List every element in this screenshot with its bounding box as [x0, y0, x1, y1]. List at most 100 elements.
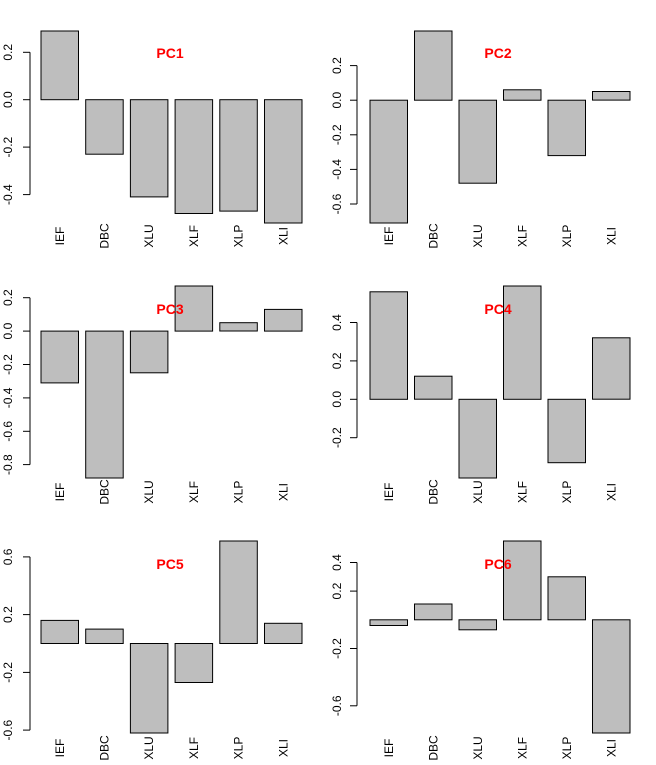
- bar-pc3-xlp: [219, 322, 258, 332]
- bar-pc1-xli: [264, 99, 303, 224]
- bar-pc6-xlu: [458, 619, 497, 631]
- bar-pc5-dbc: [85, 628, 124, 644]
- category-label: DBC: [426, 223, 440, 249]
- bar-pc2-xli: [592, 91, 631, 101]
- bar-pc1-xlu: [129, 99, 169, 198]
- category-label: XLI: [604, 483, 618, 501]
- bar-pc1-xlp: [219, 99, 258, 212]
- bar-pc1-dbc: [85, 99, 124, 155]
- category-label: XLU: [142, 480, 156, 503]
- y-tick-label: -0.6: [1, 719, 15, 740]
- bar-pc6-dbc: [414, 603, 453, 621]
- panel-pc6: IEF DBC XLU XLF XLP XLI 0.4 0.2 -0.2 -0.6 PC6: [330, 540, 631, 761]
- y-tick-label: 0.0: [330, 92, 344, 109]
- panel-title: PC6: [484, 556, 511, 572]
- bar-pc5-xli: [264, 622, 303, 644]
- panel-pc4: IEF DBC XLU XLF XLP XLI 0.4 0.2 0.0 -0.2 PC4: [330, 285, 631, 505]
- bar-pc3-xlu: [129, 330, 169, 374]
- panel-pc5: IEF DBC XLU XLF XLP XLI 0.6 0.2 -0.2 -0.6 PC5: [1, 540, 303, 761]
- panel-title: PC4: [484, 301, 511, 317]
- y-tick-label: -0.2: [1, 354, 15, 375]
- bar-pc5-xlf: [174, 643, 214, 683]
- y-tick-label: -0.6: [330, 695, 344, 716]
- category-label: XLP: [560, 737, 574, 760]
- y-tick-label: 0.4: [330, 554, 344, 571]
- category-label: XLP: [560, 225, 574, 248]
- bar-pc4-xli: [592, 337, 631, 400]
- y-tick-label: -0.8: [1, 454, 15, 475]
- bar-pc1-ief: [40, 30, 79, 101]
- category-label: DBC: [98, 223, 112, 249]
- category-label: DBC: [426, 479, 440, 505]
- category-label: IEF: [53, 739, 67, 758]
- category-label: XLI: [276, 739, 290, 757]
- y-tick-label: -0.2: [330, 427, 344, 448]
- y-tick-label: -0.4: [1, 387, 15, 408]
- category-label: XLF: [515, 737, 529, 759]
- y-tick-label: 0.0: [1, 322, 15, 339]
- category-label: IEF: [382, 483, 396, 502]
- bar-pc4-xlf: [503, 285, 542, 400]
- panel-title: PC1: [156, 45, 183, 61]
- y-tick-label: -0.6: [330, 193, 344, 214]
- bar-pc4-dbc: [414, 375, 453, 400]
- category-label: DBC: [98, 479, 112, 505]
- y-tick-label: 0.0: [330, 391, 344, 408]
- category-label: XLU: [142, 224, 156, 247]
- bar-pc3-ief: [40, 330, 79, 384]
- y-tick-label: 0.2: [1, 289, 15, 306]
- category-label: IEF: [382, 739, 396, 758]
- bar-pc2-xlp: [547, 99, 586, 157]
- bar-pc6-xlf: [503, 540, 542, 621]
- category-label: XLP: [560, 481, 574, 504]
- y-tick-label: -0.4: [1, 184, 15, 205]
- category-label: XLF: [187, 737, 201, 759]
- y-tick-label: 0.4: [330, 314, 344, 331]
- y-tick-label: -0.2: [330, 638, 344, 659]
- category-label: XLI: [604, 739, 618, 757]
- category-label: XLU: [471, 736, 485, 759]
- y-tick-label: 0.0: [1, 91, 15, 108]
- panel-pc1: IEF DBC XLU XLF XLP XLI 0.2 0.0 -0.2 -0.4 PC1: [1, 30, 303, 249]
- bar-pc3-xli: [264, 308, 303, 332]
- bar-pc4-xlu: [458, 398, 497, 479]
- category-label: XLI: [604, 227, 618, 245]
- y-tick-label: -0.2: [330, 124, 344, 145]
- category-label: XLU: [471, 480, 485, 503]
- y-tick-label: -0.6: [1, 421, 15, 442]
- category-label: XLU: [142, 736, 156, 759]
- category-label: XLF: [187, 481, 201, 503]
- bar-pc2-xlf: [503, 89, 542, 101]
- y-tick-label: 0.6: [1, 548, 15, 565]
- bar-pc5-ief: [40, 619, 79, 645]
- category-label: DBC: [98, 735, 112, 761]
- bar-pc5-xlp: [219, 540, 258, 644]
- panel-pc3: IEF DBC XLU XLF XLP XLI 0.2 0.0 -0.2 -0.4 -0.6 -0.8…: [1, 285, 303, 505]
- bar-pc6-xli: [592, 619, 631, 734]
- category-label: IEF: [53, 483, 67, 502]
- category-label: XLI: [276, 483, 290, 501]
- y-tick-label: -0.2: [1, 136, 15, 157]
- category-label: XLP: [232, 225, 246, 248]
- y-tick-label: 0.2: [330, 582, 344, 599]
- bar-pc3-xlf: [174, 285, 214, 332]
- category-label: XLF: [515, 481, 529, 503]
- y-tick-label: 0.2: [1, 44, 15, 61]
- bar-pc4-ief: [369, 291, 408, 400]
- y-tick-label: 0.2: [330, 57, 344, 74]
- bar-pc5-xlu: [129, 643, 169, 734]
- panel-title: PC5: [156, 556, 183, 572]
- y-tick-label: 0.2: [1, 606, 15, 623]
- bar-pc2-ief: [369, 99, 408, 224]
- y-tick-label: 0.2: [330, 352, 344, 369]
- bar-pc2-xlu: [458, 99, 497, 184]
- panel-title: PC2: [484, 45, 511, 61]
- category-label: XLP: [232, 481, 246, 504]
- category-label: XLF: [515, 225, 529, 247]
- bar-pc6-xlp: [547, 576, 586, 621]
- panel-pc2: IEF DBC XLU XLF XLP XLI 0.2 0.0 -0.2 -0.4 -0.6 PC2: [330, 30, 631, 249]
- category-label: XLP: [232, 737, 246, 760]
- bar-pc4-xlp: [547, 398, 586, 464]
- y-tick-label: -0.4: [330, 159, 344, 180]
